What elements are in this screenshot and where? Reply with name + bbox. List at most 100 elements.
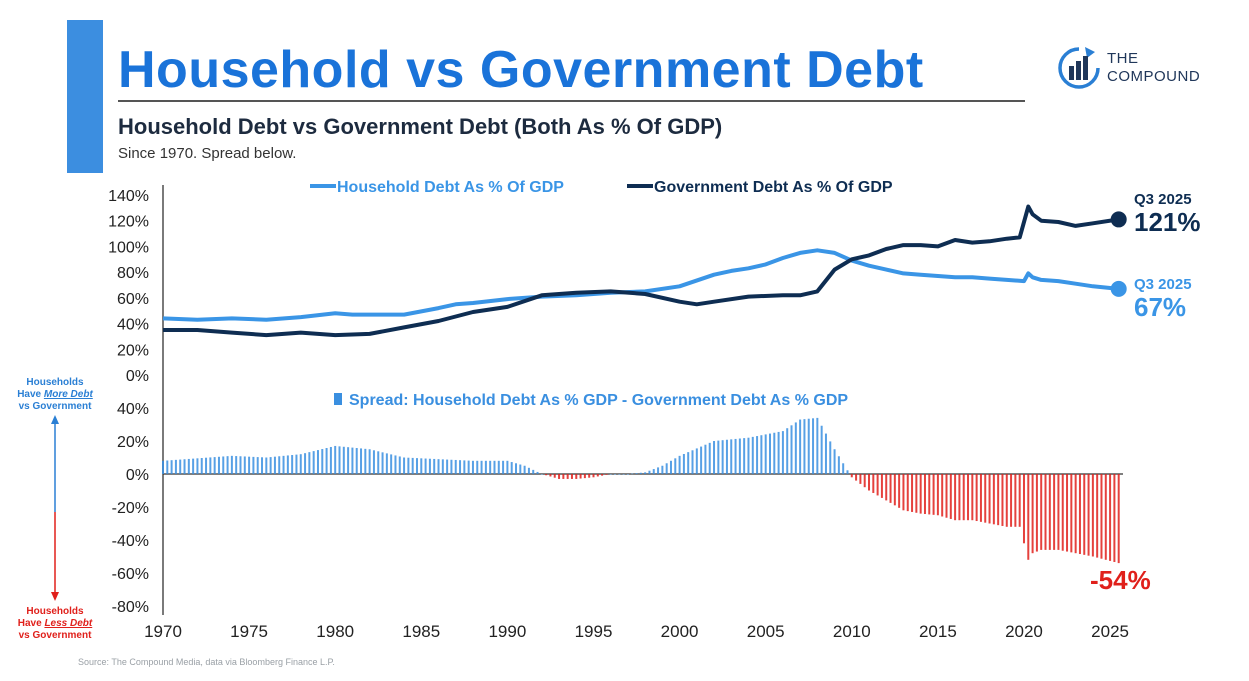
spread-bar <box>243 456 246 474</box>
spread-bar <box>738 438 741 474</box>
spread-bar <box>291 455 294 474</box>
household-end-value: 67% <box>1134 292 1186 322</box>
spread-bar <box>669 460 672 474</box>
spread-bar <box>179 459 182 474</box>
spread-bar <box>648 470 651 474</box>
spread-bar <box>566 474 569 479</box>
spread-bar <box>437 459 440 474</box>
spread-bar <box>368 449 371 474</box>
spread-bar <box>502 460 505 474</box>
government-end-value: 121% <box>1134 207 1201 237</box>
spread-bar <box>928 474 931 515</box>
spread-bar <box>605 474 608 475</box>
x-tick-label: 2015 <box>919 622 957 641</box>
spread-bar <box>842 463 845 474</box>
spread-bar <box>803 419 806 474</box>
spread-bar <box>1010 474 1013 527</box>
spread-bar <box>166 460 169 474</box>
side-bottom-emph: Less Debt <box>44 618 93 629</box>
spread-bar <box>407 457 410 474</box>
spread-bar <box>355 448 358 474</box>
spread-bar <box>321 449 324 474</box>
spread-bars <box>162 417 1120 564</box>
spread-bar <box>777 431 780 474</box>
spread-bar <box>708 442 711 474</box>
spread-bar <box>269 457 272 474</box>
spread-bar <box>958 474 961 521</box>
spread-bar <box>162 460 164 474</box>
spread-bar <box>850 474 853 478</box>
spread-bar <box>174 459 177 474</box>
spread-bar <box>971 474 974 521</box>
spread-bar <box>1027 474 1030 560</box>
spread-bar <box>278 456 281 474</box>
spread-bar <box>687 452 690 474</box>
spread-bar <box>527 467 530 474</box>
chart-note: Since 1970. Spread below. <box>118 145 297 162</box>
x-tick-label: 2020 <box>1005 622 1043 641</box>
spread-bar <box>1040 474 1043 550</box>
spread-bar <box>205 457 208 474</box>
spread-bar <box>347 447 350 474</box>
spread-bar <box>364 448 367 474</box>
spread-bar <box>476 460 479 474</box>
source-note: Source: The Compound Media, data via Blo… <box>78 657 335 667</box>
spread-bar <box>635 473 638 474</box>
spread-bar <box>661 465 664 474</box>
spread-bar <box>923 474 926 515</box>
spread-bar <box>704 444 707 474</box>
spread-bar <box>614 474 617 475</box>
x-tick-label: 1985 <box>402 622 440 641</box>
spread-bar <box>286 455 289 474</box>
spread-bar <box>915 474 918 513</box>
spread-bar <box>700 446 703 474</box>
spread-bar <box>420 458 423 474</box>
side-bottom-line1: Households <box>26 606 84 617</box>
spread-bar <box>713 441 716 474</box>
spread-bar <box>428 458 431 474</box>
spread-bar <box>893 474 896 506</box>
spread-bar <box>1057 474 1060 550</box>
the-compound-logo: THE COMPOUND <box>1055 44 1225 94</box>
down-arrow-head <box>51 592 59 601</box>
side-top-line1: Households <box>26 377 84 388</box>
spread-bar <box>1091 474 1094 557</box>
spread-bar <box>338 446 341 474</box>
spread-bar <box>398 456 401 474</box>
spread-bar <box>1031 474 1034 554</box>
spread-bar <box>674 458 677 474</box>
spread-bar <box>459 460 462 474</box>
spread-bar <box>837 456 840 474</box>
spread-bar <box>997 474 1000 526</box>
side-bottom-line3: vs Government <box>18 630 92 641</box>
spread-bar <box>575 474 578 479</box>
spread-bar <box>786 428 789 474</box>
spread-bar <box>200 458 203 474</box>
spread-bar <box>390 454 393 474</box>
spread-bar <box>876 474 879 496</box>
spread-bar <box>1104 474 1107 560</box>
spread-bar <box>799 419 802 474</box>
spread-bar <box>583 474 586 479</box>
spread-bar <box>682 453 685 474</box>
spread-bar <box>424 458 427 474</box>
x-tick-label: 2000 <box>661 622 699 641</box>
spread-bar <box>170 460 173 474</box>
spread-bar <box>1070 474 1073 553</box>
spread-bar <box>265 457 268 474</box>
spread-bar <box>885 474 888 501</box>
legend-spread-swatch <box>334 393 342 405</box>
spread-bar <box>558 474 561 479</box>
title-divider <box>118 100 1025 102</box>
spread-bar <box>829 441 832 474</box>
government-end-dot <box>1110 211 1127 228</box>
spread-bar <box>652 469 655 474</box>
spread-bar <box>415 458 418 474</box>
spread-bar <box>226 456 229 474</box>
spread-bar <box>394 455 397 474</box>
spread-bar <box>812 418 815 474</box>
spread-bar <box>540 474 543 475</box>
spread-bar <box>209 457 212 474</box>
government-end-date: Q3 2025 <box>1134 191 1192 208</box>
spread-bar <box>626 474 629 475</box>
